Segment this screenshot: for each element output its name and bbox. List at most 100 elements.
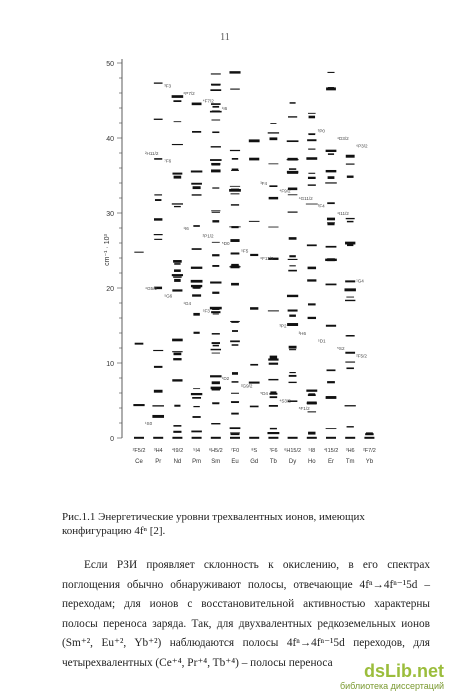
level-term-label: ¹I6 (222, 106, 228, 111)
energy-level-bar (174, 404, 181, 407)
energy-level-bar (230, 401, 240, 403)
energy-level-bar (229, 427, 241, 430)
energy-level-bar (191, 248, 202, 250)
ground-term-label: ²F5/2 (133, 448, 146, 454)
energy-level-bar (325, 182, 337, 184)
energy-level-bar (306, 157, 318, 160)
level-term-label: ³P0 (318, 129, 326, 134)
level-term-label: ³P2 (279, 324, 287, 329)
energy-level-bar (172, 436, 183, 439)
energy-level-bar (268, 196, 279, 200)
energy-level-bar (174, 269, 181, 272)
energy-level-bar (211, 333, 220, 335)
energy-level-bar (231, 372, 239, 375)
energy-level-bar (248, 220, 260, 222)
energy-level-bar (230, 432, 240, 434)
ion-label: Sm (211, 459, 220, 465)
energy-level-bar (268, 378, 279, 381)
energy-level-bar (191, 436, 202, 439)
energy-level-bar (267, 310, 279, 312)
energy-level-bar (230, 239, 240, 242)
ion-label: Gd (250, 459, 258, 465)
level-term-label: ²P1/2 (203, 234, 214, 239)
energy-level-bar (171, 203, 184, 205)
energy-level-bar (212, 187, 220, 189)
energy-level-bar (269, 137, 278, 141)
watermark-logo: dsLib.net (364, 661, 444, 681)
energy-level-bar (268, 257, 279, 260)
energy-level-bar (325, 149, 337, 152)
ground-term-label: ³H4 (154, 448, 163, 454)
level-term-label: ²F5/2 (356, 354, 367, 359)
level-term-label: ⁴D3/2 (337, 136, 349, 141)
energy-level-bar (268, 163, 279, 165)
energy-level-bar (346, 334, 354, 337)
energy-level-bar (346, 367, 354, 370)
ion-label: Yb (366, 459, 374, 465)
energy-level-bar (171, 274, 184, 277)
energy-level-bar (287, 258, 298, 260)
y-axis-title: cm⁻¹ · 10³ (104, 233, 111, 265)
level-term-label: ³F4 (260, 181, 267, 186)
energy-level-bar (212, 220, 220, 223)
energy-level-bar (210, 281, 222, 284)
level-term-label: ¹G4 (183, 301, 191, 306)
level-term-label: ⁶P3/2 (356, 144, 368, 149)
energy-level-bar (191, 194, 202, 196)
energy-level-bar (231, 158, 239, 160)
energy-level-bar (327, 222, 335, 226)
ground-term-label: ⁵I4 (193, 447, 200, 454)
energy-level-bar (193, 331, 200, 334)
energy-level-bar (365, 432, 373, 435)
energy-level-bar (174, 278, 181, 282)
energy-level-bar (250, 363, 259, 366)
energy-level-bar (210, 83, 221, 86)
energy-level-bar (190, 170, 203, 173)
energy-level-bar (193, 225, 200, 227)
energy-level-bar (193, 312, 200, 316)
energy-level-bar (192, 396, 202, 399)
energy-level-bar (286, 170, 299, 174)
energy-level-bar (268, 358, 279, 361)
energy-level-bar (268, 436, 279, 439)
energy-level-bar (268, 362, 279, 365)
level-term-label: ⁴G11/2 (299, 196, 314, 201)
energy-level-bar (211, 110, 220, 112)
energy-level-bar (190, 392, 203, 396)
energy-level-bar (231, 344, 239, 346)
y-tick-label: 10 (106, 361, 114, 368)
level-term-label: ⁵S2 (337, 346, 345, 351)
energy-level-diagram: 0 10 20 30 40 50 cm⁻¹ · 10³ ²F5/2 Ce ³H4 Pr ⁴I9/2 Nd… (104, 59, 376, 465)
ion-label: Tm (346, 459, 355, 465)
energy-level-bar (192, 130, 202, 133)
energy-level-bar (289, 265, 296, 267)
energy-level-bar (211, 311, 221, 314)
energy-level-bar (288, 168, 297, 170)
level-term-label: ³F4 (318, 204, 325, 209)
energy-level-bar (153, 389, 163, 393)
energy-level-bar (191, 182, 202, 185)
energy-level-bar (154, 238, 163, 240)
energy-level-bar (211, 169, 221, 173)
energy-level-bar (231, 392, 239, 394)
energy-level-bar (269, 427, 277, 430)
energy-level-bar (345, 351, 356, 354)
energy-level-bar (287, 400, 298, 402)
energy-level-bar (346, 296, 355, 298)
energy-level-bar (289, 371, 296, 374)
ground-term-label: ⁷F6 (269, 447, 277, 454)
level-term-label: ⁴F7/2 (203, 99, 215, 104)
level-term-label: ⁵D0 (222, 241, 230, 246)
energy-level-bar (173, 430, 182, 433)
energy-level-bar (212, 264, 220, 267)
ion-label: Nd (174, 459, 182, 465)
energy-level-bar (345, 241, 356, 245)
level-term-label: ¹D2 (222, 376, 230, 381)
energy-level-bar (231, 263, 239, 267)
energy-level-bar (153, 82, 163, 84)
ground-term-label: ⁴I9/2 (172, 447, 184, 454)
energy-level-bar (153, 218, 163, 221)
energy-level-bar (326, 369, 336, 372)
energy-level-bar (211, 352, 220, 354)
energy-level-bar (211, 387, 220, 391)
